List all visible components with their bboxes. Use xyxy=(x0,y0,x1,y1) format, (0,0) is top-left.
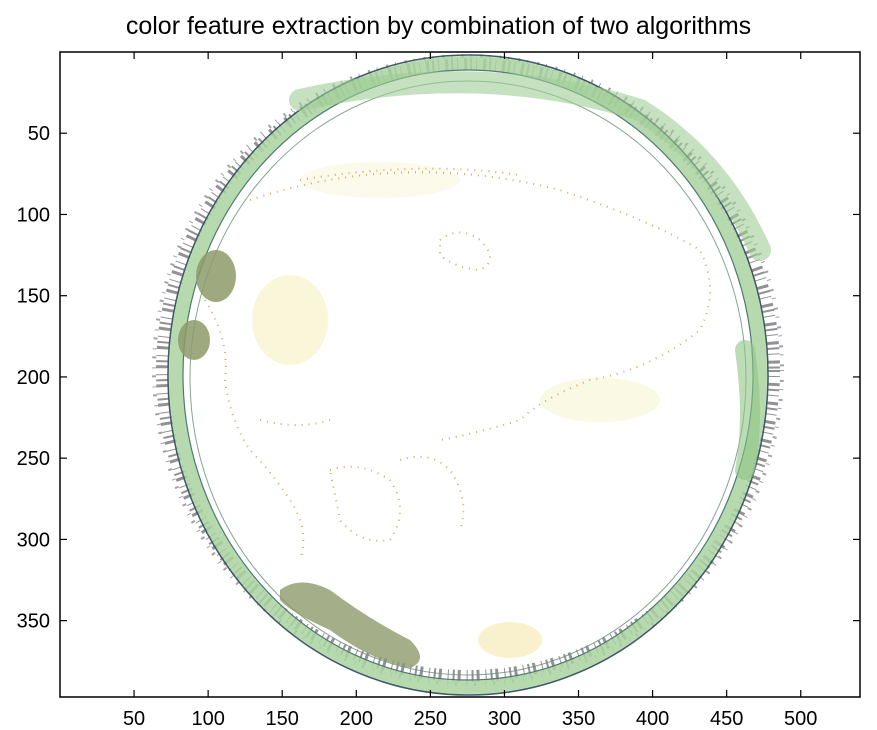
plot-area xyxy=(60,52,860,697)
y-tick-label: 150 xyxy=(17,286,50,308)
pale-patch-2 xyxy=(478,622,542,658)
pale-patch-4 xyxy=(300,162,460,198)
axes-box xyxy=(59,51,861,698)
rim-outline-outer xyxy=(167,54,769,696)
x-tick-label: 300 xyxy=(488,708,521,730)
x-tick-label: 150 xyxy=(266,708,299,730)
x-tick-label: 50 xyxy=(123,708,145,730)
y-tick-label: 250 xyxy=(17,448,50,470)
outer-speckle-ring-2 xyxy=(152,54,784,686)
y-tick-label: 50 xyxy=(28,123,50,145)
figure-title: color feature extraction by combination … xyxy=(125,12,752,40)
outer-speckle-ring xyxy=(156,58,780,682)
x-tick-label: 250 xyxy=(414,708,447,730)
pale-patch-1 xyxy=(252,275,328,365)
x-tick-label: 200 xyxy=(340,708,373,730)
y-tick-label: 350 xyxy=(17,611,50,633)
x-tick-label: 450 xyxy=(710,708,743,730)
olive-blob-bottom xyxy=(280,582,420,668)
pale-patch-3 xyxy=(540,378,660,422)
y-tick-label: 300 xyxy=(17,529,50,551)
x-tick-label: 350 xyxy=(562,708,595,730)
x-tick-label: 500 xyxy=(784,708,817,730)
olive-blob-left-lower xyxy=(178,320,210,360)
dotted-contours xyxy=(204,167,711,561)
x-tick-label: 400 xyxy=(636,708,669,730)
olive-blob-left-upper xyxy=(196,250,236,302)
green-rim xyxy=(169,56,767,694)
x-tick-label: 100 xyxy=(191,708,224,730)
y-tick-label: 100 xyxy=(17,204,50,226)
image-content xyxy=(152,54,784,696)
y-tick-label: 200 xyxy=(17,367,50,389)
x-axis-ticks: 50 100 150 200 250 300 350 400 450 500 xyxy=(123,52,817,730)
y-axis-ticks: 50 100 150 200 250 300 350 xyxy=(17,123,860,633)
